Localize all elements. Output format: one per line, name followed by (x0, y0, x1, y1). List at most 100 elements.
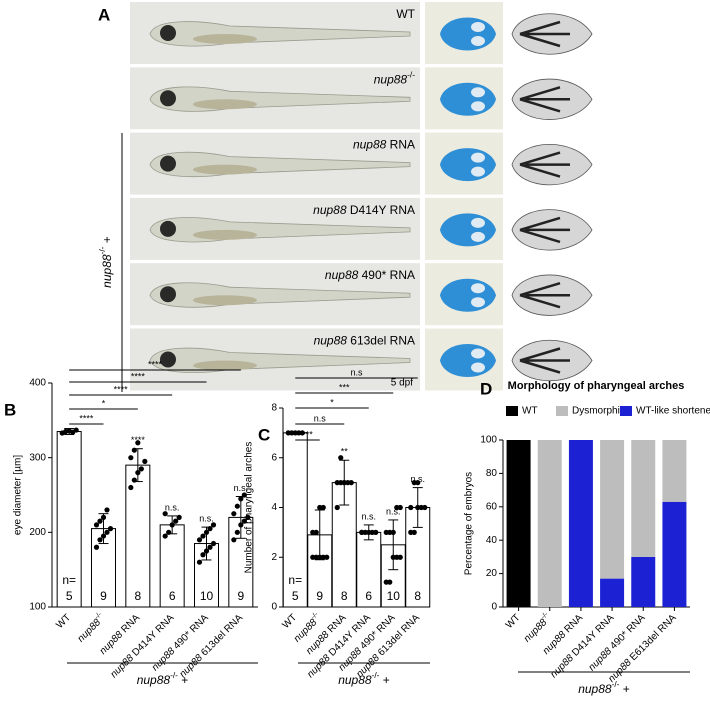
x-tick-label: nup88 490* RNA (586, 612, 647, 673)
data-point (107, 526, 114, 532)
row-label: nup88 613del RNA (314, 334, 415, 348)
schematic-arches (519, 86, 570, 113)
bar (356, 531, 382, 608)
data-point (104, 507, 110, 513)
data-point (234, 503, 240, 509)
data-point (411, 529, 417, 535)
data-point (207, 526, 213, 532)
larva-eye (160, 90, 176, 107)
significance-label: **** (131, 435, 146, 445)
y-tick-label: 4 (271, 502, 277, 513)
row-label: nup88 490* RNA (325, 268, 415, 282)
data-point (93, 522, 100, 528)
x-tick-label: WT (504, 612, 523, 631)
data-point (200, 552, 206, 558)
y-axis-label: Number of pharyngeal arches (244, 442, 255, 574)
data-point (135, 470, 141, 476)
y-tick-label: 2 (271, 552, 277, 563)
data-point (387, 579, 393, 585)
data-point (338, 455, 344, 461)
data-point (245, 514, 251, 521)
larva-yolk (193, 99, 257, 110)
bar-segment (506, 440, 531, 607)
comparison-label: **** (114, 384, 129, 394)
y-tick-label: 8 (271, 403, 277, 414)
schematic-arches (519, 20, 570, 48)
data-point (207, 544, 213, 550)
data-point (299, 430, 305, 436)
data-point (100, 533, 107, 539)
significance-label: n.s. (410, 474, 425, 484)
cartilage-spot (471, 217, 485, 228)
data-point (210, 522, 217, 528)
larva-eye (160, 286, 176, 303)
n-count: 10 (387, 589, 401, 603)
y-tick-label: 6 (271, 452, 277, 463)
bar-segment (662, 501, 687, 607)
data-point (231, 511, 237, 517)
data-point (397, 504, 403, 511)
data-point (334, 480, 340, 486)
data-point (320, 504, 326, 511)
data-point (324, 554, 330, 560)
data-point (390, 529, 396, 535)
x-tick-label: nup88-/- (74, 611, 108, 645)
data-point (162, 533, 168, 539)
y-tick-label: 400 (29, 378, 46, 389)
data-point (104, 529, 110, 535)
cartilage-spot (471, 36, 485, 46)
data-point (176, 514, 182, 521)
n-count: 8 (341, 589, 348, 603)
schematic-arches (519, 282, 570, 309)
larva-yolk (193, 229, 257, 240)
bar-segment (568, 440, 593, 607)
x-tick-label: WT (54, 612, 73, 631)
schematic-arches (519, 347, 570, 374)
cartilage-spot (471, 166, 485, 177)
y-tick-label: 200 (29, 527, 46, 538)
n-count: 10 (200, 589, 214, 603)
larva-yolk (193, 34, 257, 44)
row-label: WT (396, 7, 415, 21)
bar-segment (662, 440, 687, 502)
bar-segment (631, 556, 656, 607)
data-point (373, 529, 379, 535)
n-label: n= (62, 573, 76, 587)
data-point (313, 529, 319, 535)
data-point (196, 537, 203, 543)
significance-label: n.s. (199, 513, 214, 523)
y-tick-label: 0 (271, 602, 277, 613)
bar-segment (537, 440, 562, 607)
significance-label: n.s. (386, 506, 401, 516)
bar-segment (631, 440, 656, 557)
data-point (241, 518, 247, 524)
cartilage-spot (471, 297, 485, 308)
data-point (138, 466, 144, 472)
data-point (397, 554, 403, 560)
comparison-label: **** (131, 371, 146, 381)
row-label: nup88 RNA (353, 138, 415, 152)
n-count: 5 (292, 589, 299, 603)
data-point (203, 529, 210, 535)
data-point (348, 480, 354, 486)
data-point (162, 511, 168, 517)
stage-label: 5 dpf (391, 378, 413, 389)
panel-letter: C (258, 425, 270, 444)
n-count: 8 (414, 589, 421, 603)
legend-swatch (506, 406, 518, 416)
data-point (234, 529, 240, 535)
comparison-label: *** (302, 429, 313, 439)
data-point (128, 455, 134, 461)
group-label: nup88-/- + (97, 236, 114, 288)
n-count: 9 (100, 589, 107, 603)
data-point (73, 427, 79, 433)
data-point (422, 504, 428, 511)
data-point (142, 458, 148, 464)
group-label: nup88-/- + (137, 670, 189, 687)
y-tick-label: 20 (486, 568, 498, 579)
n-count: 8 (134, 589, 141, 603)
schematic-arches (519, 151, 570, 178)
comparison-label: * (102, 398, 106, 408)
larva-eye (160, 155, 176, 172)
